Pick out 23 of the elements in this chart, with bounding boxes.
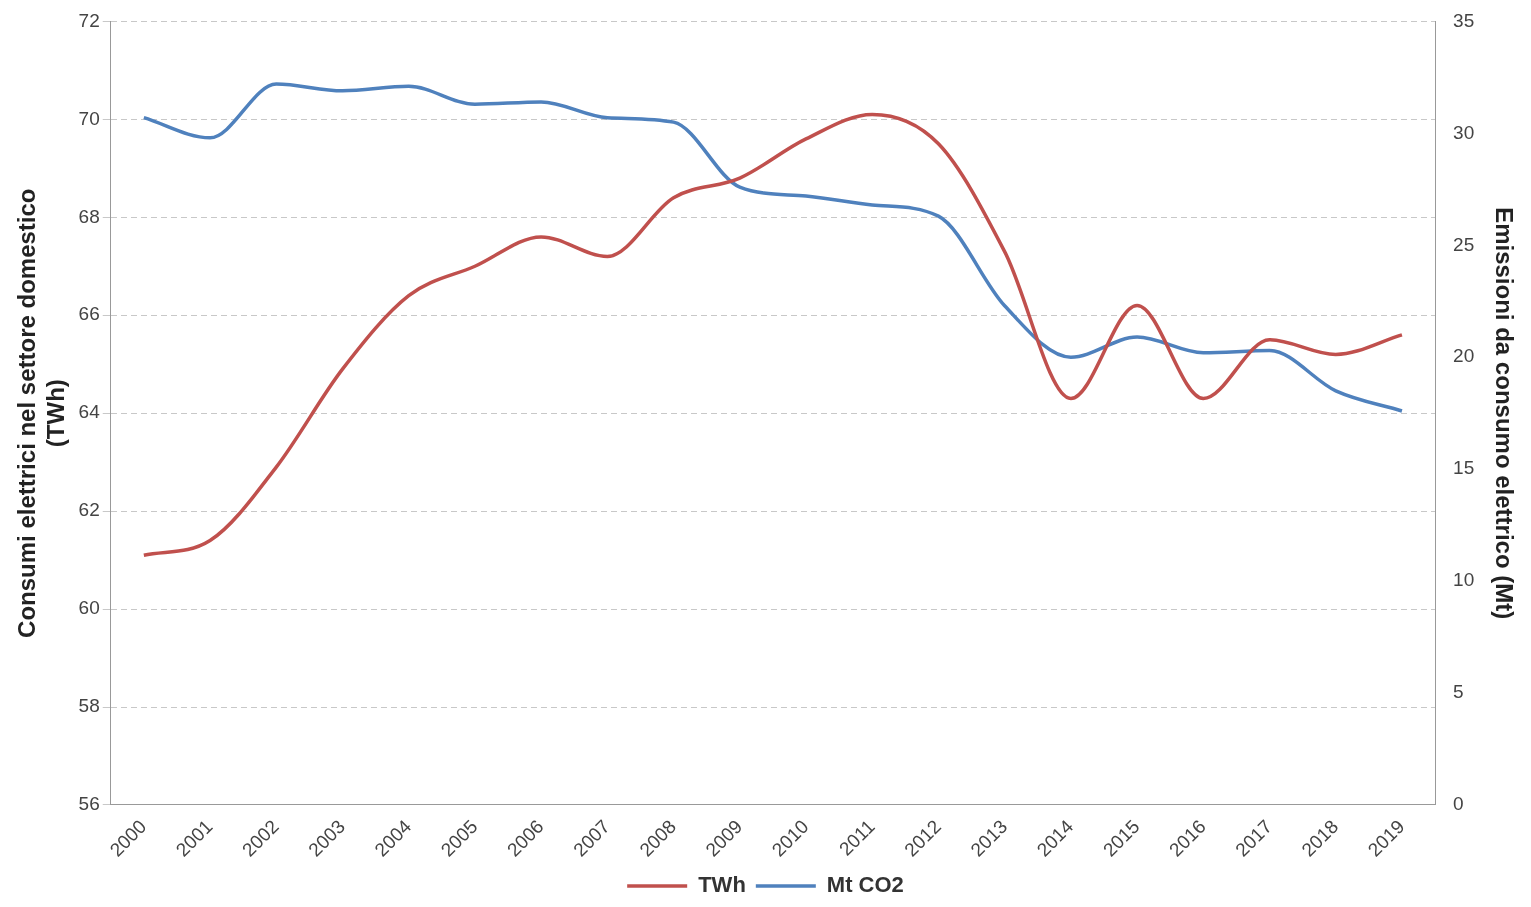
y2-tick-label: 20 <box>1453 345 1475 367</box>
y2-tick-label: 15 <box>1453 457 1475 479</box>
y-tick-label: 60 <box>78 597 100 619</box>
y2-tick-label: 10 <box>1453 569 1475 591</box>
y-tick-label: 64 <box>78 401 101 423</box>
y-tick-label: 72 <box>78 9 100 31</box>
y2-tick-label: 5 <box>1453 681 1464 703</box>
y2-tick-label: 25 <box>1453 233 1475 255</box>
y2-tick-label: 0 <box>1453 793 1464 815</box>
y-axis-title: Consumi elettrici nel settore domestico (TWh) <box>13 188 69 638</box>
y-tick-label: 58 <box>78 695 100 717</box>
legend-label: Mt CO2 <box>826 872 904 898</box>
legend-label: TWh <box>698 872 746 898</box>
y-tick-label: 56 <box>78 793 100 815</box>
y2-axis-title: Emissioni da consumo elettrico (Mt) <box>1490 207 1518 620</box>
y-tick-label: 66 <box>78 303 100 325</box>
y-tick-label: 68 <box>78 205 100 227</box>
y2-tick-label: 35 <box>1453 9 1475 31</box>
line-series <box>142 82 1404 413</box>
y-tick-label: 70 <box>78 107 100 129</box>
line-series <box>142 112 1404 557</box>
y2-tick-label: 30 <box>1453 121 1475 143</box>
y-tick-label: 62 <box>78 499 100 521</box>
